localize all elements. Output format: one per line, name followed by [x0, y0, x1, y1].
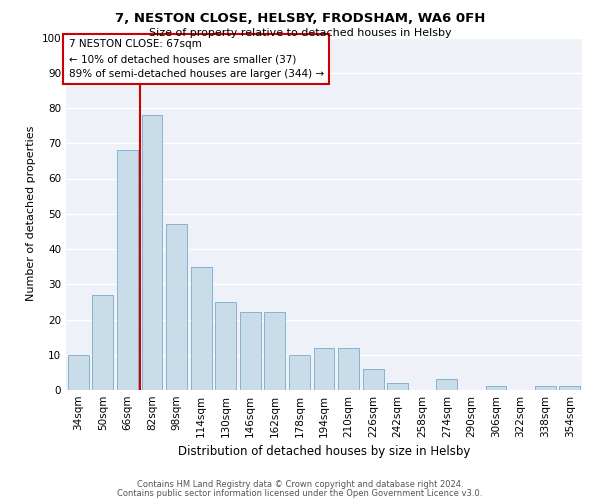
Y-axis label: Number of detached properties: Number of detached properties — [26, 126, 36, 302]
Bar — [191, 266, 212, 390]
Text: 7, NESTON CLOSE, HELSBY, FRODSHAM, WA6 0FH: 7, NESTON CLOSE, HELSBY, FRODSHAM, WA6 0… — [115, 12, 485, 26]
Text: Size of property relative to detached houses in Helsby: Size of property relative to detached ho… — [149, 28, 451, 38]
Text: Contains public sector information licensed under the Open Government Licence v3: Contains public sector information licen… — [118, 488, 482, 498]
Bar — [215, 302, 236, 390]
Bar — [338, 348, 359, 390]
Bar — [240, 312, 261, 390]
Bar — [485, 386, 506, 390]
Bar — [92, 295, 113, 390]
Bar — [559, 386, 580, 390]
Bar — [68, 355, 89, 390]
Bar — [314, 348, 334, 390]
Bar — [289, 355, 310, 390]
X-axis label: Distribution of detached houses by size in Helsby: Distribution of detached houses by size … — [178, 446, 470, 458]
Bar — [142, 115, 163, 390]
Bar — [362, 369, 383, 390]
Text: Contains HM Land Registry data © Crown copyright and database right 2024.: Contains HM Land Registry data © Crown c… — [137, 480, 463, 489]
Bar — [436, 380, 457, 390]
Bar — [117, 150, 138, 390]
Bar — [535, 386, 556, 390]
Bar — [166, 224, 187, 390]
Text: 7 NESTON CLOSE: 67sqm
← 10% of detached houses are smaller (37)
89% of semi-deta: 7 NESTON CLOSE: 67sqm ← 10% of detached … — [68, 40, 324, 79]
Bar — [265, 312, 286, 390]
Bar — [387, 383, 408, 390]
